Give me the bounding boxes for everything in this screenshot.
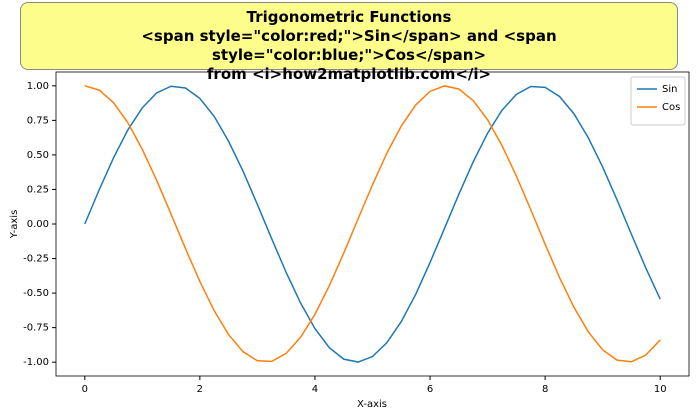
line-series (84, 85, 661, 363)
y-tick-label: 0.00 (27, 219, 49, 230)
x-tick-label: 2 (197, 384, 203, 395)
y-tick-label: -1.00 (23, 357, 49, 368)
y-axis-label: Y-axis (9, 210, 20, 240)
line-series (84, 85, 661, 363)
x-tick-label: 0 (82, 384, 88, 395)
x-tick-label: 6 (427, 384, 433, 395)
y-tick-label: 0.50 (27, 150, 49, 161)
y-tick-label: -0.75 (23, 323, 49, 334)
y-tick-label: 0.25 (27, 184, 49, 195)
chart-title: Trigonometric Functions <span style="col… (20, 2, 678, 83)
y-tick-label: 1.00 (27, 81, 49, 92)
plot-frame (55, 71, 690, 377)
x-tick-label: 10 (654, 384, 667, 395)
x-tick-label: 8 (542, 384, 548, 395)
legend-label: Cos (662, 102, 680, 113)
y-tick-label: -0.50 (23, 288, 49, 299)
legend-label: Sin (662, 84, 677, 95)
y-tick-label: -0.25 (23, 254, 49, 265)
x-tick-label: 4 (312, 384, 318, 395)
x-axis-label: X-axis (357, 399, 387, 410)
y-tick-label: 0.75 (27, 115, 49, 126)
